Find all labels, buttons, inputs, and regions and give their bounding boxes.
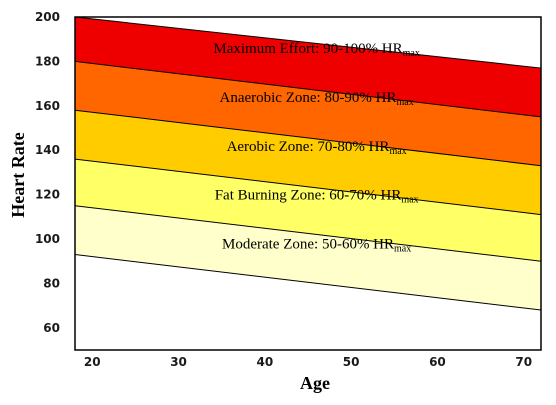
x-tick-label: 60 [429,355,446,369]
x-tick-label: 70 [515,355,532,369]
y-axis-ticks: 60 80 100 120 140 160 180 200 [35,10,60,335]
zone-band-1 [75,159,541,262]
boundary-line-4 [74,60,542,118]
zone-labels: Moderate Zone: 50-60% HRmax Fat Burning Z… [213,41,420,254]
y-tick-label: 180 [35,54,60,68]
x-axis-ticks: 20 30 40 50 60 70 [84,355,532,369]
y-tick-label: 60 [43,321,60,335]
boundary-line-5 [74,16,542,69]
x-tick-label: 20 [84,355,101,369]
y-tick-label: 200 [35,10,60,24]
boundary-line-1 [74,205,542,262]
x-tick-label: 40 [257,355,274,369]
zone-label-3: Anaerobic Zone: 80-90% HRmax [219,90,413,108]
zone-label-0: Moderate Zone: 50-60% HRmax [222,236,411,254]
zone-label-1: Fat Burning Zone: 60-70% HRmax [215,188,419,206]
y-tick-label: 80 [43,276,60,290]
zone-band-0 [75,205,541,311]
zone-label-2: Aerobic Zone: 70-80% HRmax [227,139,407,157]
y-axis-title: Heart Rate [8,132,28,217]
zone-bands [75,17,541,311]
zone-band-2 [75,110,541,215]
boundary-line-0 [74,254,542,311]
zone-boundary-lines [74,16,542,311]
x-tick-label: 50 [343,355,360,369]
zone-label-4: Maximum Effort: 90-100% HRmax [213,41,420,59]
y-tick-label: 120 [35,188,60,202]
plot-frame [74,16,542,351]
y-tick-label: 140 [35,143,60,157]
x-tick-label: 30 [170,355,187,369]
zone-band-3 [75,61,541,166]
boundary-line-3 [74,109,542,167]
zone-band-4 [75,17,541,117]
y-tick-label: 100 [35,232,60,246]
boundary-line-2 [74,158,542,216]
y-tick-label: 160 [35,99,60,113]
x-axis-title: Age [300,373,330,393]
